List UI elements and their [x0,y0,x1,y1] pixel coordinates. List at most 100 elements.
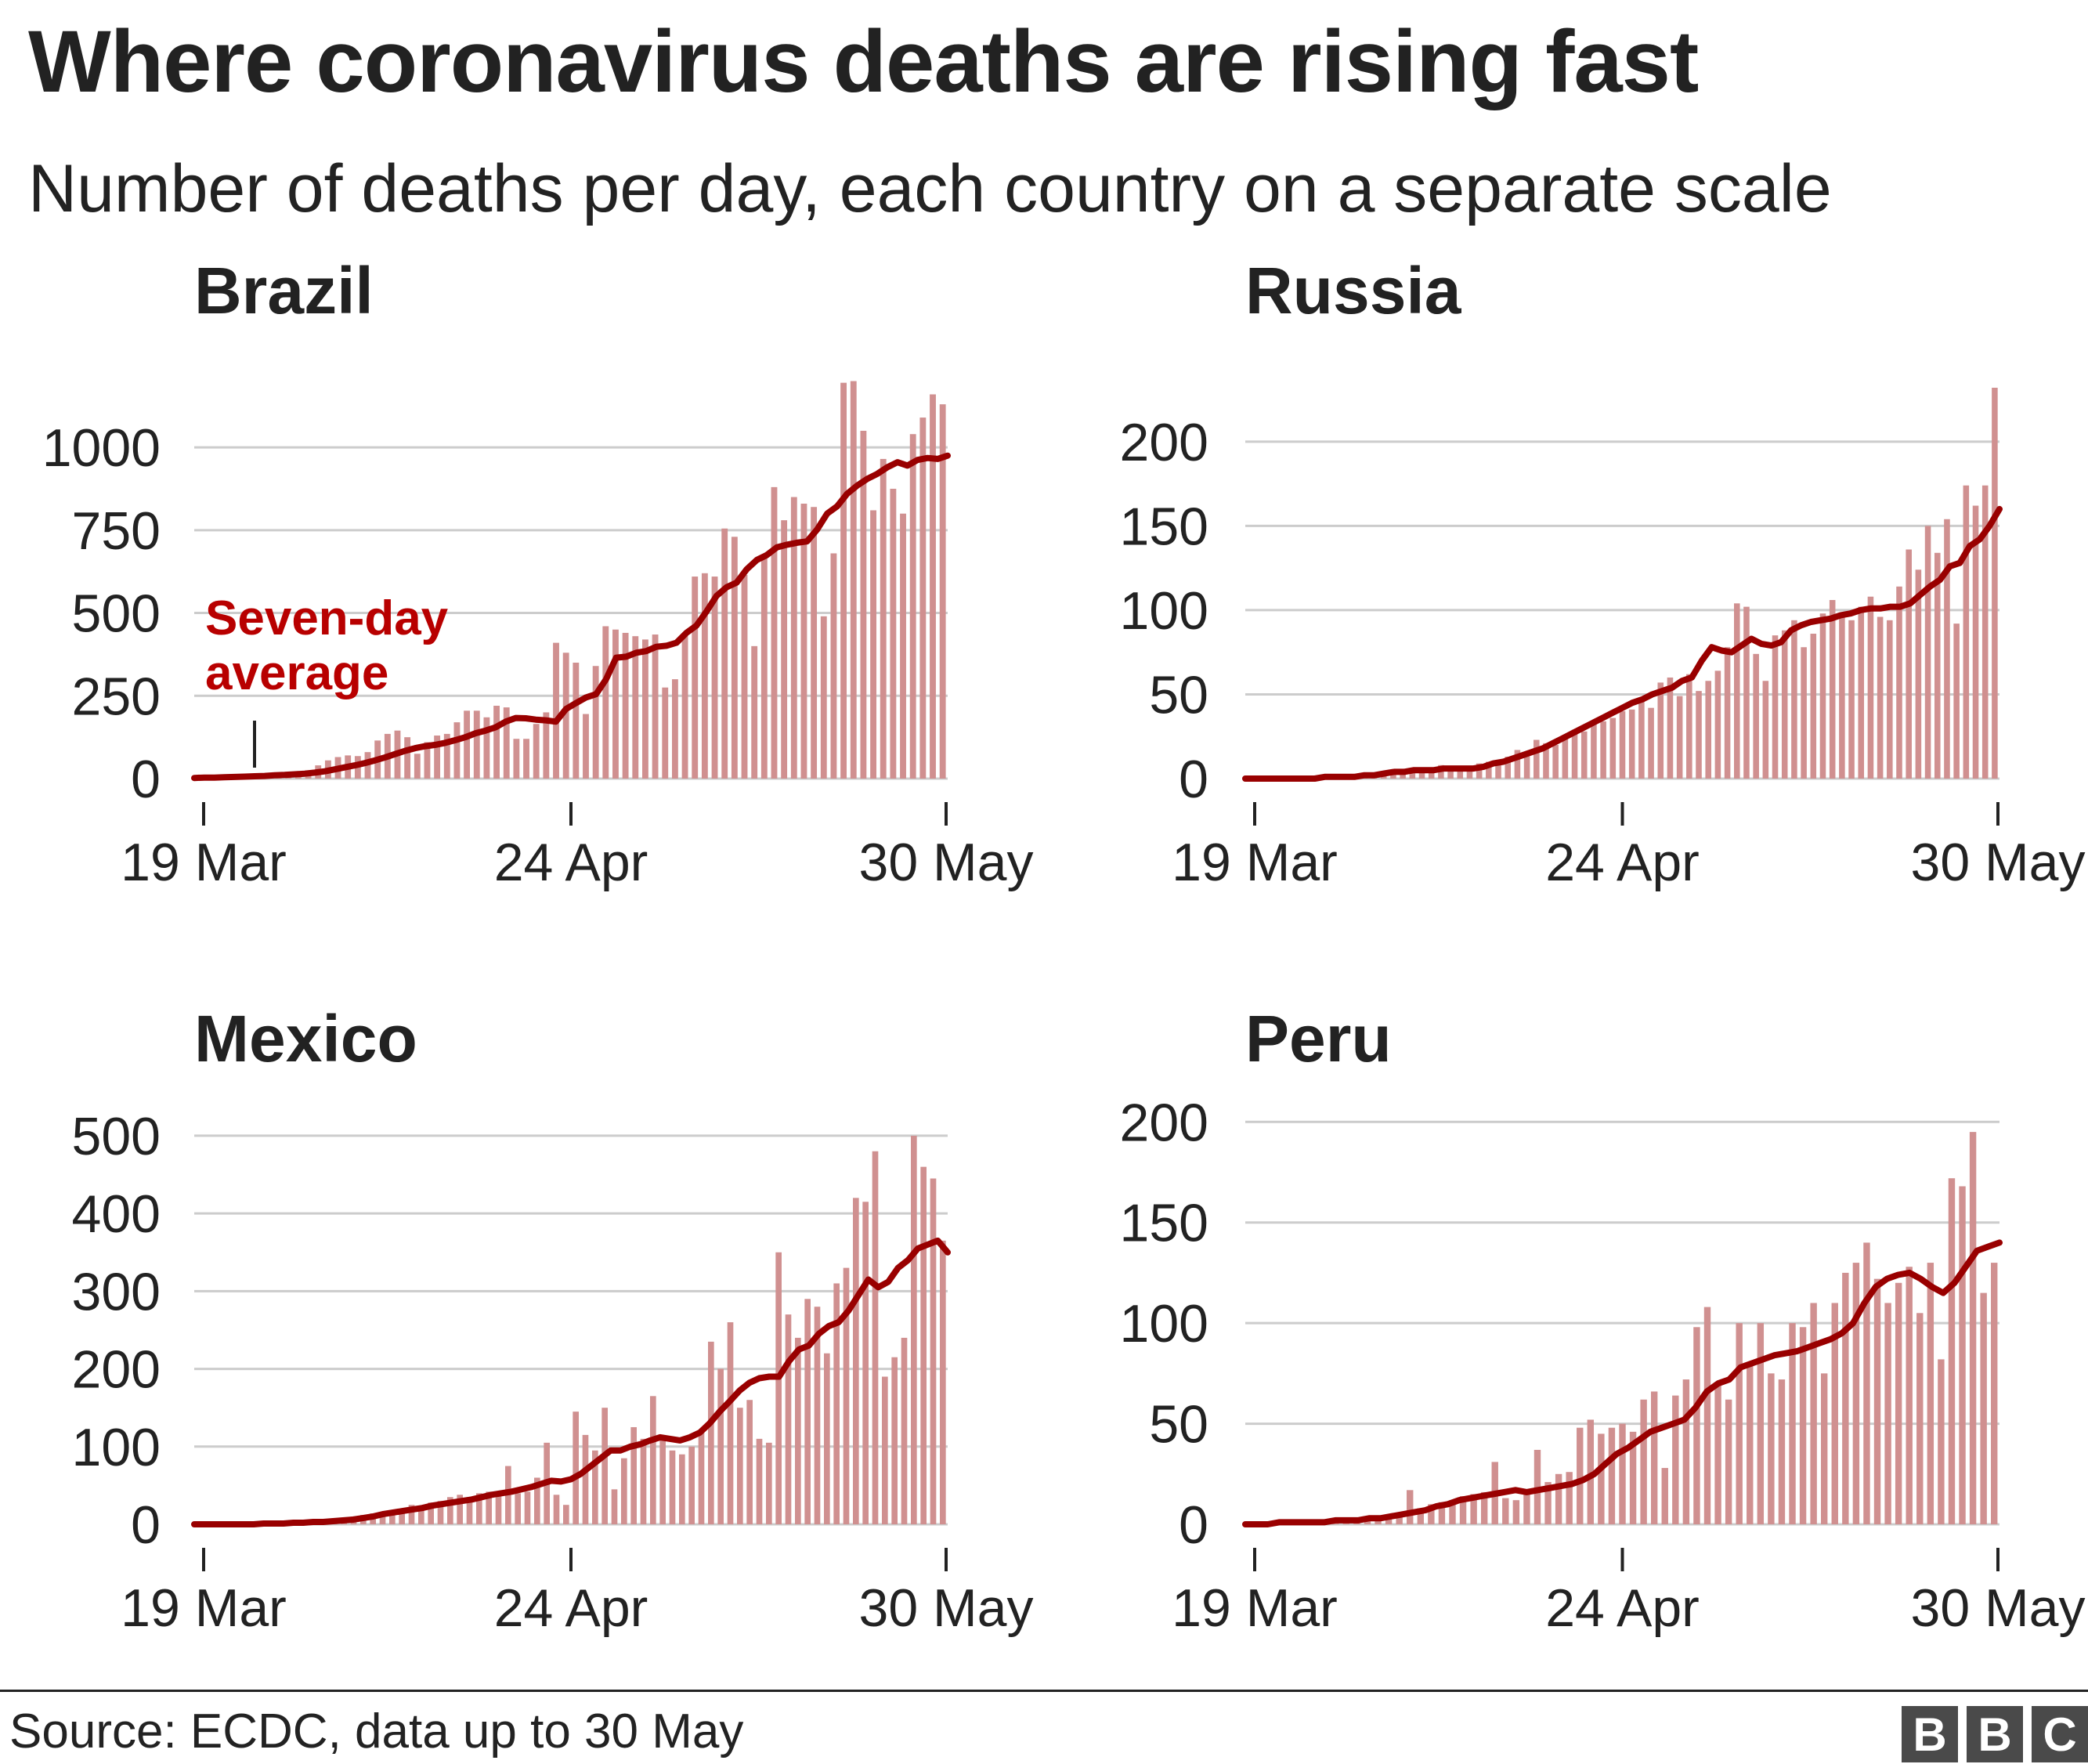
bar [1831,1303,1838,1524]
bar [692,577,699,779]
y-tick-label: 1000 [42,418,161,478]
bar [1544,1482,1552,1524]
bar [711,577,718,779]
bar [1552,744,1559,779]
bar [1555,1473,1562,1524]
panel-title: Peru [1245,1002,1392,1075]
bar [1934,552,1941,779]
bar [601,1408,608,1524]
bar [1486,761,1492,779]
bar [814,1307,821,1524]
bar [860,430,867,779]
bar [940,1240,946,1524]
bar [1895,1282,1902,1524]
bar [872,1151,879,1524]
bar [1877,616,1884,779]
bar [453,722,461,779]
bar [737,1408,743,1524]
bar [602,626,609,779]
bar [1682,1379,1690,1524]
bar [533,724,540,779]
panel-mexico: Mexico 0 100 200 300 400 500 19 Mar 24 Apr 30 May [72,1002,1034,1638]
bar [1867,596,1874,779]
bar [840,382,847,779]
bar [1768,1373,1775,1524]
bar [1661,1468,1668,1524]
bar [659,1438,666,1524]
bar [775,1252,782,1524]
bar [1628,709,1635,779]
x-tick-label: 30 May [1911,833,2086,892]
x-tick-label: 24 Apr [494,1578,648,1638]
bar [1470,1494,1477,1524]
bar [1810,634,1817,779]
bar [1801,647,1807,779]
bar [1772,635,1779,779]
y-tick-label: 0 [131,1495,161,1555]
bar [746,1400,753,1524]
bar [534,1477,540,1524]
bar [1609,718,1617,779]
bar [911,1135,917,1524]
bar [592,666,599,779]
annotation-label: Seven-day [205,591,449,645]
bar [1873,1278,1881,1524]
bar [1629,1431,1637,1524]
bar [1714,1383,1721,1524]
bar [771,486,778,779]
x-tick-label: 19 Mar [121,1578,287,1638]
bar [1476,763,1483,779]
bar [830,553,837,779]
bar [843,1267,850,1524]
bar [824,1353,830,1524]
bar [1638,699,1645,779]
panel-title: Russia [1245,254,1462,327]
bar [457,1495,463,1524]
x-tick-label: 19 Mar [1172,833,1338,892]
bar [760,555,768,779]
bar [563,1505,569,1524]
bar [632,636,639,779]
bar [939,404,946,779]
bar [1863,1242,1870,1524]
bar [513,739,520,779]
bar [669,1450,676,1524]
bar [1887,620,1893,779]
bar [1820,1373,1828,1524]
bar [1428,768,1435,779]
bar [766,1442,772,1524]
bar [473,710,480,779]
bar [1407,1490,1414,1524]
bbc-logo-letter: C [2032,1706,2088,1762]
x-tick-label: 24 Apr [494,833,648,892]
bar [466,1497,473,1524]
bar [1672,1395,1679,1524]
bar [1733,603,1740,779]
panel-peru: Peru 0 50 100 150 200 19 Mar 24 Apr 30 May [1120,1002,2086,1638]
average-line [1242,505,2003,782]
bar [862,1202,869,1524]
bar [820,616,827,779]
bar [1848,620,1855,779]
bar [741,574,748,779]
bar [493,705,500,779]
bar [1667,677,1674,779]
bar [612,629,619,779]
bar [1457,770,1464,779]
bar [611,1489,618,1524]
bar [1762,681,1769,779]
bar [790,497,797,779]
bar [1495,765,1501,779]
bar [1502,1498,1509,1524]
bar [1953,624,1960,779]
bar [583,714,589,779]
bar [1753,653,1759,779]
y-tick-label: 0 [1179,1495,1208,1555]
bar [1852,1263,1860,1524]
bar [1447,768,1454,779]
bar [1944,519,1950,779]
y-tick-label: 250 [72,667,161,726]
bar [850,381,857,779]
panel-title: Mexico [194,1002,417,1075]
bar [1577,1427,1584,1524]
